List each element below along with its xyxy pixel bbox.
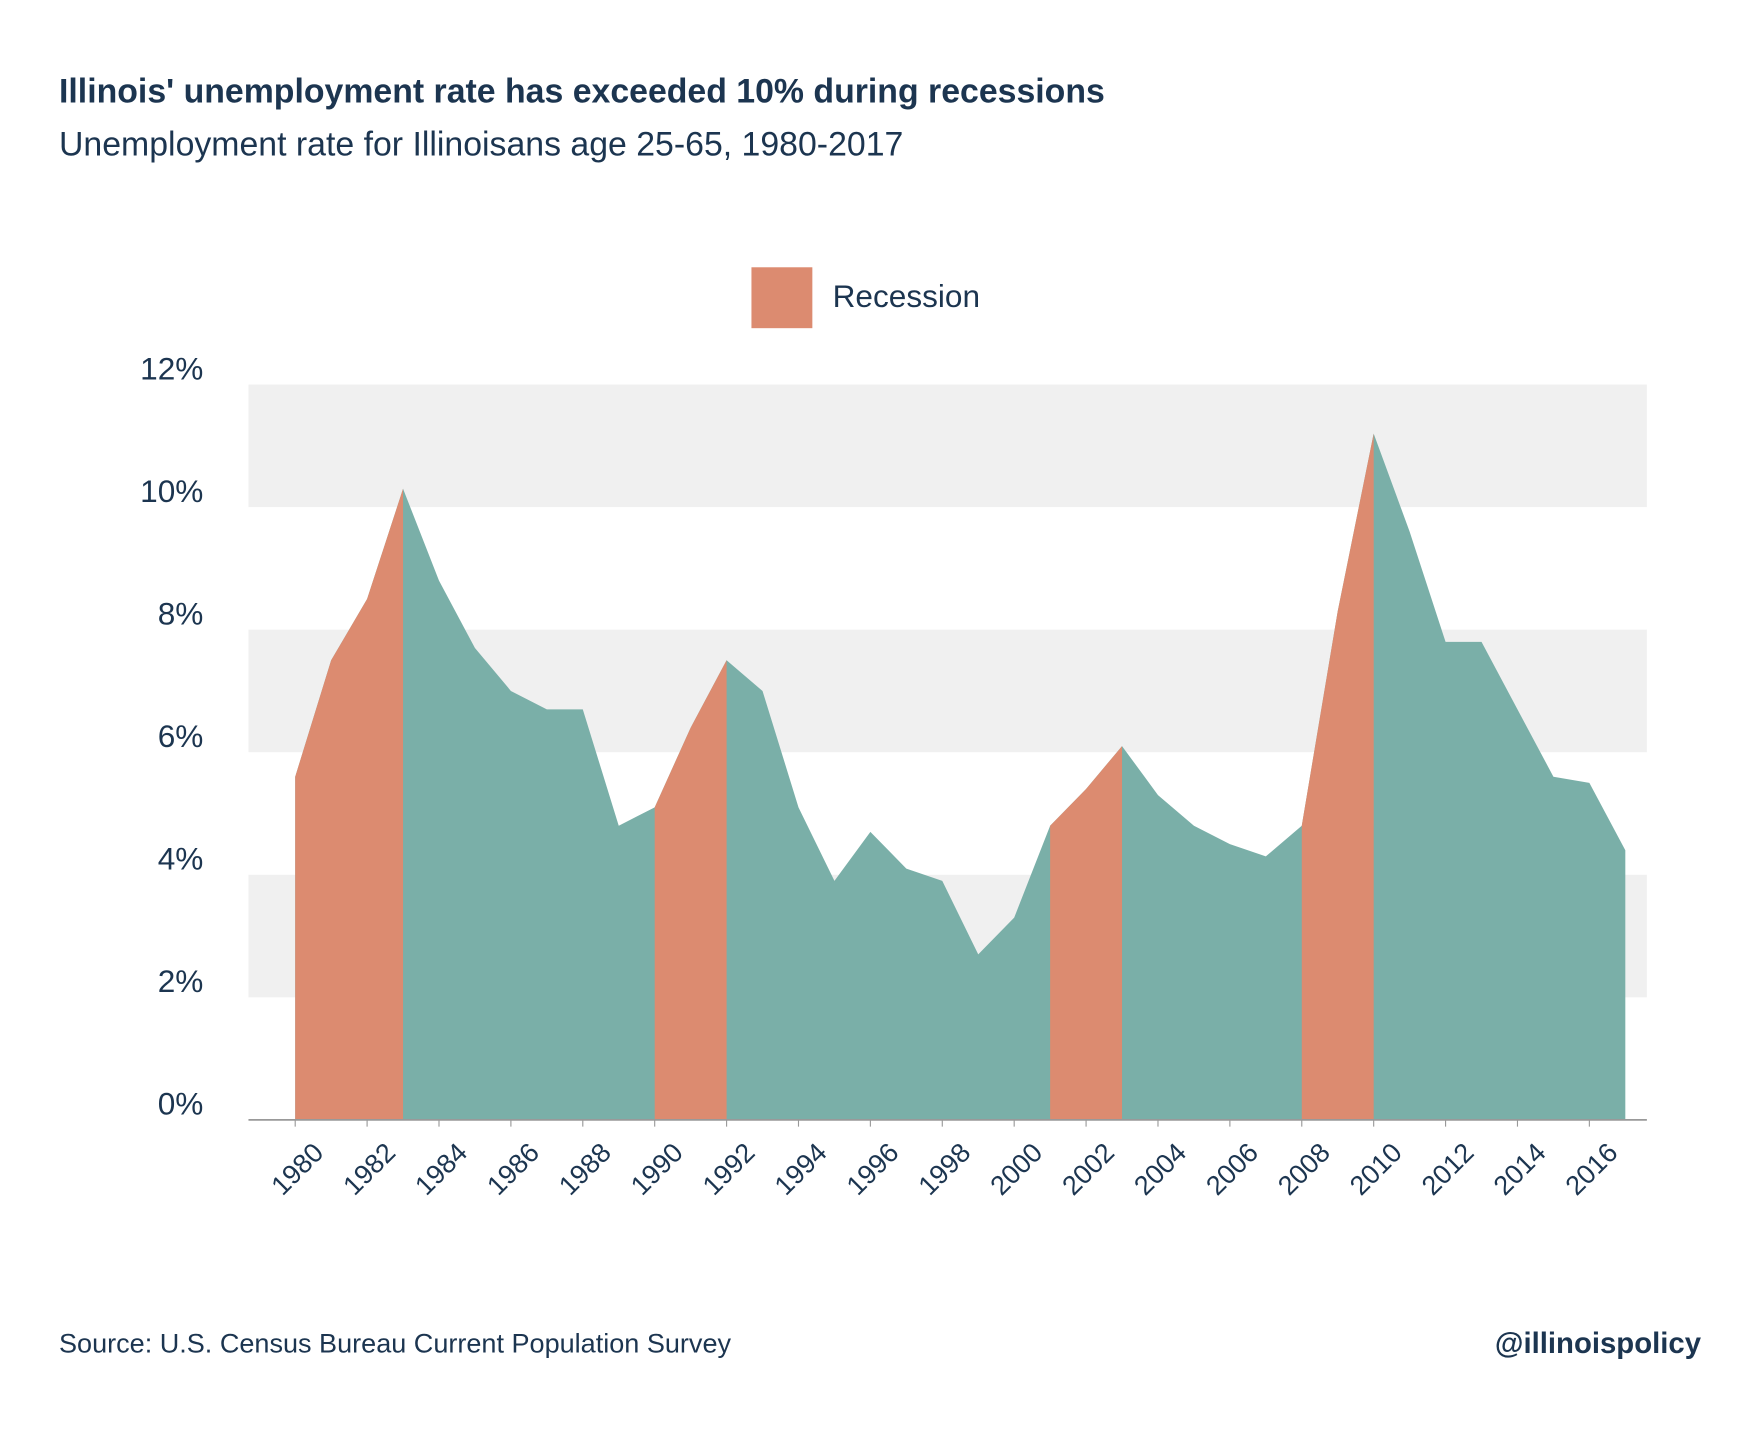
recession-area — [295, 488, 404, 1120]
y-tick-label: 6% — [158, 718, 204, 754]
chart-subtitle: Unemployment rate for Illinoisans age 25… — [59, 126, 903, 164]
x-tick-label: 2006 — [1200, 1137, 1264, 1201]
y-tick-label: 10% — [140, 473, 203, 509]
x-tick-label: 1980 — [266, 1137, 330, 1201]
x-tick-label: 2008 — [1272, 1137, 1336, 1201]
recession-area — [1301, 433, 1374, 1120]
recession-area — [654, 660, 727, 1120]
x-tick-label: 1982 — [337, 1137, 401, 1201]
source: Source: U.S. Census Bureau Current Popul… — [59, 1329, 731, 1359]
x-tick-label: 1992 — [697, 1137, 761, 1201]
y-tick-label: 2% — [158, 963, 204, 999]
x-tick-label: 2016 — [1560, 1137, 1624, 1201]
x-tick-label: 2014 — [1488, 1137, 1552, 1201]
recession-area — [1050, 746, 1123, 1120]
x-tick-label: 1998 — [913, 1137, 977, 1201]
x-tick-label: 1990 — [625, 1137, 689, 1201]
y-tick-label: 4% — [158, 841, 204, 877]
x-tick-label: 2010 — [1344, 1137, 1408, 1201]
grid-band — [248, 384, 1647, 508]
x-tick-label: 1994 — [769, 1137, 833, 1201]
y-tick-label: 12% — [140, 350, 203, 386]
x-tick-label: 2002 — [1056, 1137, 1120, 1201]
credit: @illinoispolicy — [1495, 1327, 1702, 1360]
chart-title: Illinois' unemployment rate has exceeded… — [59, 73, 1105, 111]
area — [295, 433, 1626, 1120]
legend-label: Recession — [833, 278, 980, 314]
x-tick-label: 1996 — [841, 1137, 905, 1201]
x-tick-label: 2012 — [1416, 1137, 1480, 1201]
x-tick-label: 1984 — [409, 1137, 473, 1201]
legend-swatch — [751, 267, 813, 329]
y-tick-label: 8% — [158, 595, 204, 631]
y-tick-label: 0% — [158, 1086, 204, 1122]
x-tick-label: 2004 — [1128, 1137, 1192, 1201]
x-tick-label: 1988 — [553, 1137, 617, 1201]
x-tick-label: 1986 — [481, 1137, 545, 1201]
x-tick-label: 2000 — [985, 1137, 1049, 1201]
